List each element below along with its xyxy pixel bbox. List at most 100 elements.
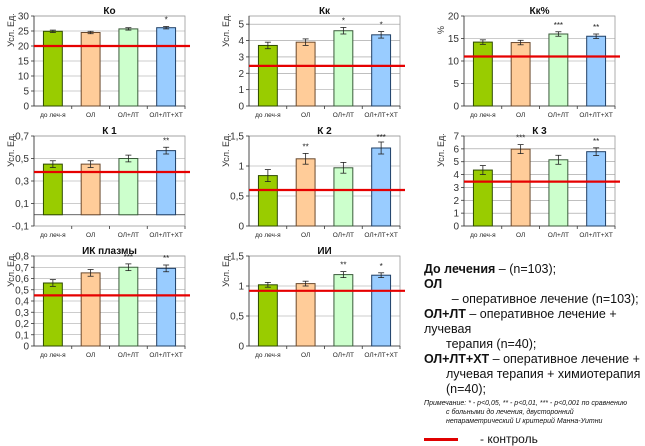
bar [548,33,569,107]
legend: До лечения – (n=103); ОЛ – оперативное л… [424,262,644,446]
y-tick-label: 10 [18,72,30,83]
x-tick-label: ОЛ+ЛТ+ХТ [149,352,182,359]
y-tick-label: 0,8 [15,252,29,263]
bar [156,267,177,347]
x-tick-label: ОЛ+ЛТ [118,232,139,239]
y-tick-label: 3 [453,183,459,194]
footnote-line: с больными до лечения, двусторонний [446,409,574,416]
y-tick-label: 0 [23,102,29,113]
y-tick-label: 0,5 [15,154,29,165]
bar [42,282,63,347]
bar [156,150,177,216]
control-label: - контроль [480,432,538,446]
chart-5: 0 1 2 3 4 5 6 7 Усл. Ед. К 3 до леч-я *** ОЛ ОЛ+ЛТ ** О… [430,122,645,242]
bar [472,41,493,107]
legend-row-ol-lt-xt: ОЛ+ЛТ+ХТ – оперативное лечение + [424,352,644,367]
bar [371,34,392,107]
legend-key: ОЛ+ЛТ+ХТ [424,352,490,366]
y-tick-label: 5 [23,87,29,98]
footnote-line: непараметрический U критерий Манна-Уитни [446,418,603,425]
x-tick-label: ОЛ+ЛТ+ХТ [364,352,397,359]
bar [257,175,278,227]
significance-label: * [342,16,345,25]
y-axis-label: Усл. Ед. [221,13,231,47]
bar [295,158,316,227]
bar [118,266,139,347]
bar [295,41,316,107]
x-tick-label: ОЛ [86,352,95,359]
y-tick-label: 0,7 [15,132,29,143]
x-tick-label: до леч-я [40,232,66,239]
footnote: Примечание: * - p<0,05, ** - p<0,01, ***… [424,399,644,426]
significance-label: ** [163,136,169,145]
x-tick-label: ОЛ [301,352,310,359]
y-tick-label: 6 [453,144,459,155]
chart-1: 0 1 2 3 4 5 Усл. Ед. Кк до леч-я ОЛ * ОЛ+ЛТ * ОЛ+ЛТ+Х… [215,2,430,122]
legend-row-ol: ОЛ – оперативное лечение (n=103); [424,277,644,307]
chart-svg: 0 1 2 3 4 5 67 Усл. Ед. К 3 до леч-я *** ОЛ ОЛ+ЛТ ** О… [436,126,620,239]
legend-text: – оперативное лечение + [489,352,640,366]
chart-title: Кк% [530,6,550,17]
chart-svg: 0 5 10 15 20% Кк% до леч-я ОЛ *** ОЛ+ЛТ ** ОЛ+ЛТ+ХТ [436,6,620,119]
legend-text: – оперативное лечение (n=103); [424,292,639,306]
chart-7: 0 0,5 1 1,5 Усл. Ед. ИИ до леч-я ОЛ ** ОЛ+ЛТ * ОЛ+Л… [215,242,430,362]
y-tick-label: 5 [453,157,459,168]
legend-row-ol-lt-xt-cont2: (n=40); [446,382,486,396]
control-legend: - контроль [424,432,644,446]
legend-row-ol-lt-xt-cont: лучевая терапия + химиотерапия [446,367,641,381]
bar [333,167,354,227]
x-tick-label: ОЛ+ЛТ [333,112,354,119]
y-tick-label: 1 [238,282,244,293]
x-tick-label: ОЛ+ЛТ+ХТ [579,112,612,119]
bar [510,42,531,107]
legend-row-before-treatment: До лечения – (n=103); [424,262,644,277]
chart-title: ИИ [317,246,331,257]
significance-label: ** [340,261,346,270]
y-axis-label: % [436,26,446,34]
y-tick-label: 20 [448,12,460,23]
x-tick-label: ОЛ [301,112,310,119]
y-tick-label: 4 [453,170,459,181]
y-tick-label: 5 [238,20,244,31]
x-tick-label: ОЛ [86,112,95,119]
significance-label: *** [554,21,563,30]
significance-label: * [165,16,168,25]
x-tick-label: ОЛ+ЛТ [118,112,139,119]
x-tick-label: до леч-я [255,112,281,119]
x-tick-label: до леч-я [255,232,281,239]
significance-label: *** [516,134,525,143]
bar [586,151,607,227]
y-tick-label: 0,3 [15,308,29,319]
y-tick-label: 0,5 [15,285,29,296]
y-tick-label: 20 [18,42,30,53]
y-tick-label: 25 [18,27,30,38]
chart-3: -0,1 0,1 0,3 0,5 0,7 Усл. Ед. К 1 до леч-я ОЛ ОЛ+… [0,122,215,242]
y-tick-label: 0,3 [15,177,29,188]
chart-2: 0 5 10 15 20% Кк% до леч-я ОЛ *** ОЛ+ЛТ ** ОЛ+ЛТ+ХТ [430,2,645,122]
significance-label: ** [593,23,599,32]
significance-label: * [380,21,383,30]
significance-label: * [380,262,383,271]
legend-row-ol-lt-cont: терапия (n=40); [446,337,537,351]
y-tick-label: 30 [18,12,30,23]
y-tick-label: -0,1 [12,222,30,233]
y-tick-label: 3 [238,52,244,63]
bar [295,283,316,347]
y-tick-label: 1 [238,85,244,96]
y-tick-label: 7 [453,132,459,143]
y-axis-label: Усл. Ед. [221,253,231,287]
x-tick-label: до леч-я [40,112,66,119]
y-tick-label: 2 [453,196,459,207]
y-tick-label: 1 [453,209,459,220]
y-tick-label: 10 [448,57,460,68]
x-tick-label: ОЛ [516,112,525,119]
y-tick-label: 0 [23,342,29,353]
bar [472,169,493,227]
x-tick-label: ОЛ+ЛТ+ХТ [364,232,397,239]
y-axis-label: Усл. Ед. [6,133,16,167]
y-tick-label: 4 [238,36,244,47]
